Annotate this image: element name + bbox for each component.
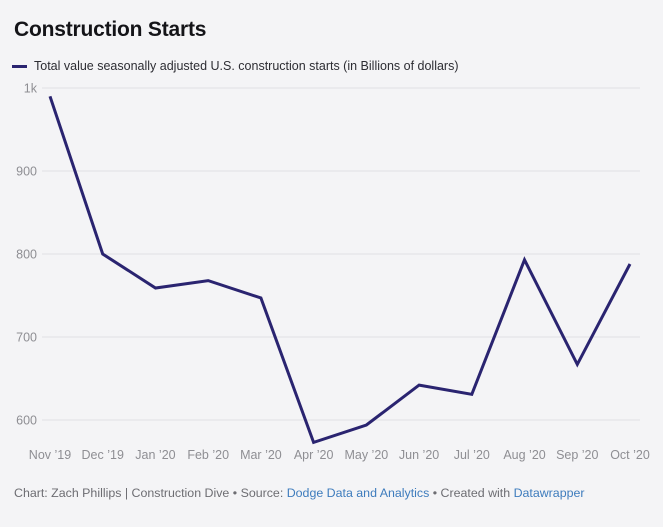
footer-created-label: Created with [440,486,514,500]
y-axis-tick-label: 700 [16,331,37,345]
x-axis-tick-label: Oct ’20 [610,448,650,462]
series-line [48,95,632,445]
x-axis-tick-label: Apr ’20 [294,448,334,462]
legend-label: Total value seasonally adjusted U.S. con… [34,59,459,73]
y-axis-tick-label: 600 [16,414,37,428]
y-axis-tick-label: 1k [24,82,38,96]
line-series-swatch-icon [12,65,27,68]
y-axis-tick-label: 900 [16,165,37,179]
x-axis-tick-label: Sep ’20 [556,448,598,462]
attribution-footer: Chart: Zach Phillips | Construction Dive… [14,486,585,501]
footer-byline: Chart: Zach Phillips | Construction Dive [14,486,230,500]
datawrapper-link[interactable]: Datawrapper [513,486,585,500]
x-axis-tick-label: Aug ’20 [503,448,545,462]
source-link[interactable]: Dodge Data and Analytics [286,486,430,500]
chart-title: Construction Starts [14,18,207,41]
x-axis-tick-label: Dec ’19 [82,448,124,462]
x-axis-tick-label: May ’20 [344,448,388,462]
x-axis-tick-label: Jul ’20 [454,448,490,462]
y-axis-tick-label: 800 [16,248,37,262]
x-axis-tick-label: Jun ’20 [399,448,439,462]
x-axis-tick-label: Mar ’20 [240,448,282,462]
x-axis-tick-label: Nov ’19 [29,448,71,462]
x-axis-tick-label: Feb ’20 [187,448,229,462]
footer-separator: • [229,486,241,500]
footer-source-label: Source: [240,486,287,500]
x-axis-tick-label: Jan ’20 [135,448,175,462]
construction-starts-line-chart: 1k 900 800 700 600 Nov ’19 Dec ’19 Jan ’20 Feb ’… [16,82,650,463]
legend: Total value seasonally adjusted U.S. con… [12,60,459,73]
footer-separator: • [429,486,441,500]
